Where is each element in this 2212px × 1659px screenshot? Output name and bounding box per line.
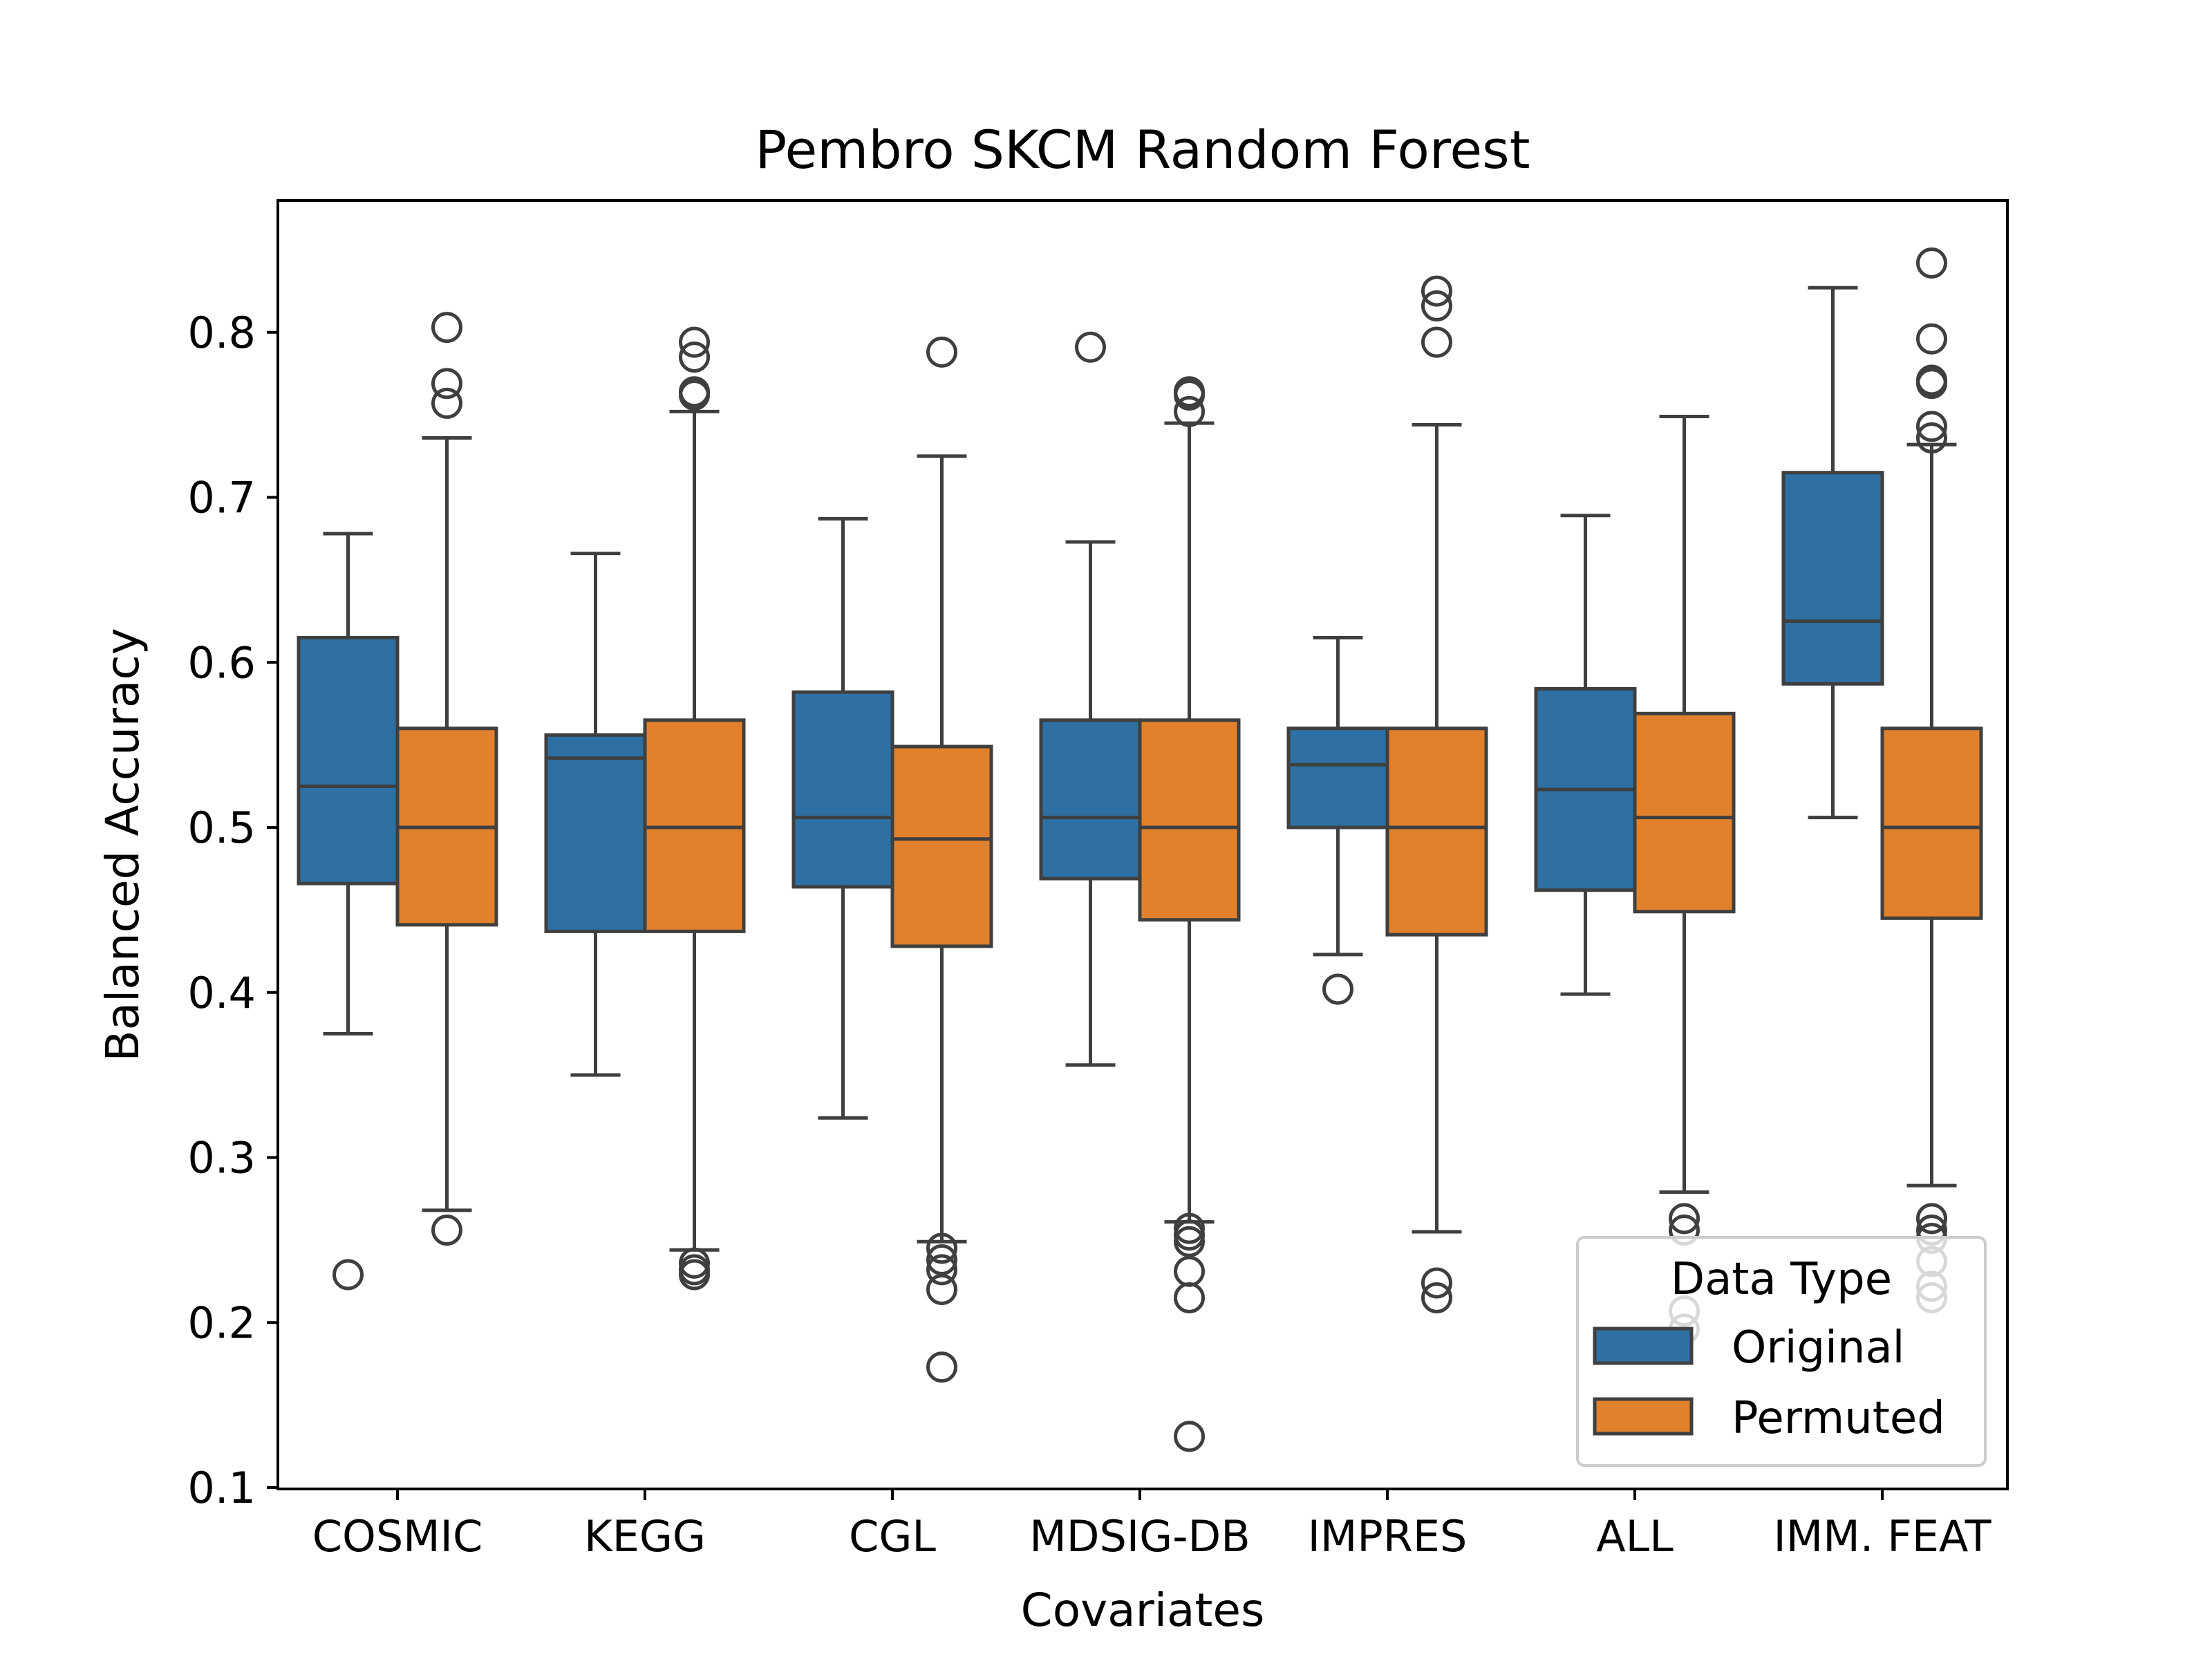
outlier-point xyxy=(431,1215,462,1246)
box-group-original xyxy=(1534,514,1637,996)
y-axis: 0.1 0.2 0.3 0.4 0.5 0.6 0.7 0.8 xyxy=(187,308,278,1513)
box-group-permuted xyxy=(395,312,498,1246)
x-axis-label: Covariates xyxy=(1021,1584,1265,1637)
outlier-point xyxy=(1174,1282,1205,1313)
box-original xyxy=(297,635,400,885)
outlier-point xyxy=(1916,422,1947,454)
box-permuted xyxy=(1633,711,1736,914)
outlier-point xyxy=(1916,411,1947,442)
box-permuted xyxy=(1138,718,1241,922)
box-group-permuted xyxy=(1138,376,1241,1452)
outlier-point xyxy=(1916,247,1947,279)
y-axis-label: Balanced Accuracy xyxy=(96,628,149,1061)
legend-label-permuted: Permuted xyxy=(1732,1393,1945,1444)
box-group-original xyxy=(1039,331,1142,1067)
outlier-point xyxy=(1174,1212,1205,1244)
outlier-point xyxy=(926,336,957,368)
outlier-point xyxy=(926,1244,957,1276)
box-permuted xyxy=(1880,727,1983,920)
plot-frame xyxy=(276,199,2009,1490)
outlier-point xyxy=(431,387,462,419)
box-permuted xyxy=(890,744,993,948)
box-group-permuted xyxy=(1385,275,1488,1313)
box-group-original xyxy=(1781,285,1884,820)
outlier-point xyxy=(431,368,462,400)
y-tick-label: 0.1 xyxy=(187,1463,256,1513)
outlier-point xyxy=(1174,1219,1205,1251)
x-tick-label: KEGG xyxy=(584,1511,706,1562)
plot-area xyxy=(297,247,1983,1452)
outlier-point xyxy=(1916,364,1947,396)
x-tick-label: COSMIC xyxy=(312,1511,483,1562)
y-tick-label: 0.5 xyxy=(187,803,256,853)
outlier-point xyxy=(1421,1267,1452,1299)
outlier-point xyxy=(1322,973,1353,1005)
outlier-point xyxy=(926,1254,957,1286)
y-tick-label: 0.6 xyxy=(187,637,256,688)
y-tick-label: 0.7 xyxy=(187,473,256,523)
box-group-original xyxy=(791,517,894,1120)
box-group-original xyxy=(544,552,647,1077)
outlier-point xyxy=(1174,1255,1205,1287)
legend-title: Data Type xyxy=(1671,1254,1892,1305)
box-group-original xyxy=(297,532,400,1291)
outlier-point xyxy=(431,312,462,344)
x-axis: COSMIC KEGG CGL MDSIG-DB IMPRES ALL IMM. FEAT xyxy=(312,1489,1992,1562)
box-group-permuted xyxy=(643,326,746,1291)
outlier-point xyxy=(679,326,710,358)
x-tick-label: IMPRES xyxy=(1308,1511,1468,1562)
outlier-point xyxy=(1421,1282,1452,1313)
x-tick-label: IMM. FEAT xyxy=(1774,1511,1992,1562)
outlier-point xyxy=(926,1232,957,1264)
outlier-point xyxy=(1421,326,1452,358)
outlier-point xyxy=(1916,323,1947,355)
outlier-point xyxy=(332,1259,364,1291)
x-tick-label: ALL xyxy=(1596,1511,1674,1562)
y-tick-label: 0.4 xyxy=(187,968,256,1018)
box-original xyxy=(791,690,894,889)
box-group-permuted xyxy=(1633,415,1736,1345)
box-original xyxy=(1286,727,1389,830)
y-tick-label: 0.2 xyxy=(187,1297,256,1348)
box-group-original xyxy=(1286,635,1389,1005)
box-original xyxy=(1039,718,1142,881)
box-original xyxy=(1781,471,1884,686)
outlier-point xyxy=(1421,290,1452,322)
y-tick-label: 0.8 xyxy=(187,308,256,358)
legend: Data Type Original Permuted xyxy=(1576,1236,1987,1467)
outlier-point xyxy=(926,1351,957,1383)
legend-label-original: Original xyxy=(1732,1322,1904,1374)
outlier-point xyxy=(1174,376,1205,408)
legend-swatch-original xyxy=(1593,1327,1694,1365)
box-group-permuted xyxy=(1880,247,1983,1313)
legend-swatch-permuted xyxy=(1593,1397,1694,1436)
outlier-point xyxy=(679,341,710,373)
outlier-point xyxy=(1916,1203,1947,1235)
outlier-point xyxy=(679,376,710,408)
outlier-point xyxy=(926,1274,957,1305)
box-original xyxy=(544,733,647,933)
outlier-point xyxy=(1174,395,1205,427)
x-tick-label: CGL xyxy=(849,1511,936,1562)
outlier-point xyxy=(1174,1421,1205,1452)
outlier-point xyxy=(1421,275,1452,307)
outlier-point xyxy=(1075,331,1106,363)
x-tick-label: MDSIG-DB xyxy=(1029,1511,1250,1562)
box-group-permuted xyxy=(890,336,993,1383)
y-tick-label: 0.3 xyxy=(187,1133,256,1183)
outlier-point xyxy=(1669,1203,1700,1235)
chart-title: Pembro SKCM Random Forest xyxy=(755,119,1530,180)
outlier-point xyxy=(679,1247,710,1279)
box-permuted xyxy=(1385,727,1488,937)
